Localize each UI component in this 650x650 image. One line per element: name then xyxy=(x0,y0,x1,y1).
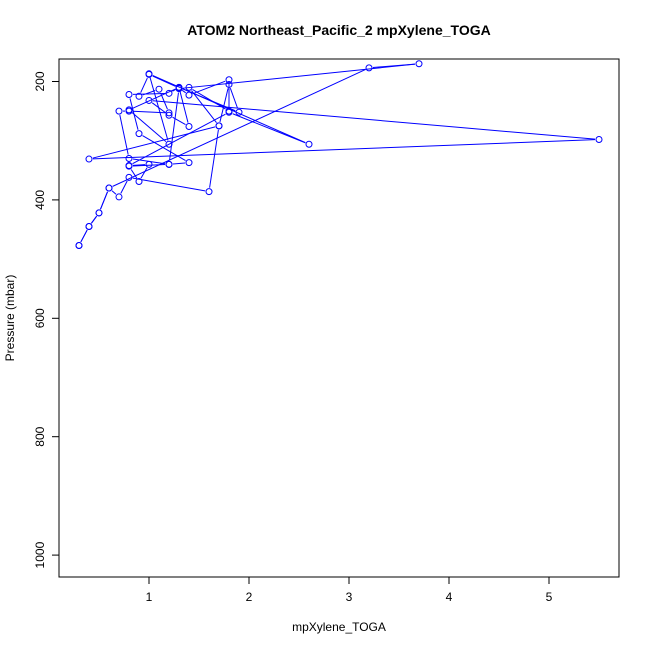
data-point xyxy=(235,108,243,116)
data-point xyxy=(205,188,213,196)
x-tick-label: 3 xyxy=(346,590,353,604)
data-point xyxy=(415,60,423,68)
series-segment xyxy=(140,77,148,93)
series-segment xyxy=(372,63,416,69)
data-point xyxy=(115,107,123,115)
data-point xyxy=(165,89,173,97)
series-segment xyxy=(119,114,129,155)
series-segment xyxy=(209,129,219,188)
series-segment xyxy=(192,89,226,110)
series-segment xyxy=(229,88,239,109)
series-segment xyxy=(131,112,167,143)
chart-title: ATOM2 Northeast_Pacific_2 mpXylene_TOGA xyxy=(187,22,490,38)
data-point xyxy=(115,193,123,201)
x-tick-label: 1 xyxy=(146,590,153,604)
data-point xyxy=(595,136,603,144)
data-point xyxy=(155,85,163,93)
data-point xyxy=(135,178,143,186)
data-point xyxy=(135,92,143,100)
data-point xyxy=(185,159,193,167)
series-segment xyxy=(90,215,98,224)
data-point xyxy=(175,85,183,93)
data-point xyxy=(165,111,173,119)
data-point xyxy=(125,154,133,162)
series-segment xyxy=(140,167,148,179)
x-axis: 1 2 3 4 5 xyxy=(146,576,553,604)
series-segment xyxy=(232,113,306,144)
data-point xyxy=(85,223,93,231)
data-point xyxy=(165,140,173,148)
data-point xyxy=(125,91,133,99)
series-segment xyxy=(152,100,596,140)
data-point xyxy=(125,106,133,114)
series-segment xyxy=(172,162,186,165)
series-segment xyxy=(179,91,189,123)
x-axis-label: mpXylene_TOGA xyxy=(292,620,386,634)
x-tick-label: 4 xyxy=(446,590,453,604)
data-point xyxy=(145,160,153,168)
data-point xyxy=(365,64,373,72)
data-point xyxy=(125,162,133,170)
series-segment xyxy=(132,88,176,109)
series-segment xyxy=(142,90,156,96)
data-point xyxy=(145,96,153,104)
series-segment xyxy=(192,80,226,95)
data-point xyxy=(105,184,113,192)
data-point xyxy=(305,140,313,148)
y-tick-label: 800 xyxy=(33,426,47,446)
data-point xyxy=(85,155,93,163)
y-tick-label: 200 xyxy=(33,71,47,91)
data-point xyxy=(185,122,193,130)
data-point xyxy=(135,130,143,138)
series-segment xyxy=(130,169,138,179)
series-segment xyxy=(112,69,366,187)
x-tick-label: 2 xyxy=(246,590,253,604)
y-tick-label: 1000 xyxy=(33,541,47,568)
data-point xyxy=(145,70,153,78)
series-segment xyxy=(172,89,176,92)
data-point xyxy=(165,109,173,117)
series-segment xyxy=(100,191,108,210)
x-tick-label: 5 xyxy=(546,590,553,604)
y-tick-label: 400 xyxy=(33,190,47,210)
series-segment xyxy=(169,92,179,161)
data-point xyxy=(75,241,83,249)
plot-area xyxy=(75,60,603,249)
data-point xyxy=(125,173,133,181)
series-segment xyxy=(152,75,176,87)
series-segment xyxy=(132,113,226,165)
data-point xyxy=(225,76,233,84)
data-point xyxy=(165,160,173,168)
series-segment xyxy=(92,126,216,159)
series-segment xyxy=(80,229,88,243)
series-segment xyxy=(111,190,117,195)
series-segment xyxy=(132,177,206,192)
series-segment xyxy=(132,164,146,166)
plot-frame xyxy=(58,58,620,578)
series-segment xyxy=(191,90,217,124)
series-segment xyxy=(120,180,128,194)
y-axis: 200 400 600 800 1000 xyxy=(33,71,60,568)
series-segment xyxy=(92,139,596,160)
series-segment xyxy=(181,89,187,94)
data-point xyxy=(215,122,223,130)
data-point xyxy=(185,91,193,99)
y-axis-label: Pressure (mbar) xyxy=(3,275,17,362)
data-point xyxy=(225,108,233,116)
series-segment xyxy=(182,63,416,89)
series-segment xyxy=(132,92,166,95)
series-segment xyxy=(149,77,169,141)
data-point xyxy=(225,80,233,88)
data-point xyxy=(95,209,103,217)
y-tick-label: 600 xyxy=(33,308,47,328)
data-point xyxy=(185,83,193,91)
